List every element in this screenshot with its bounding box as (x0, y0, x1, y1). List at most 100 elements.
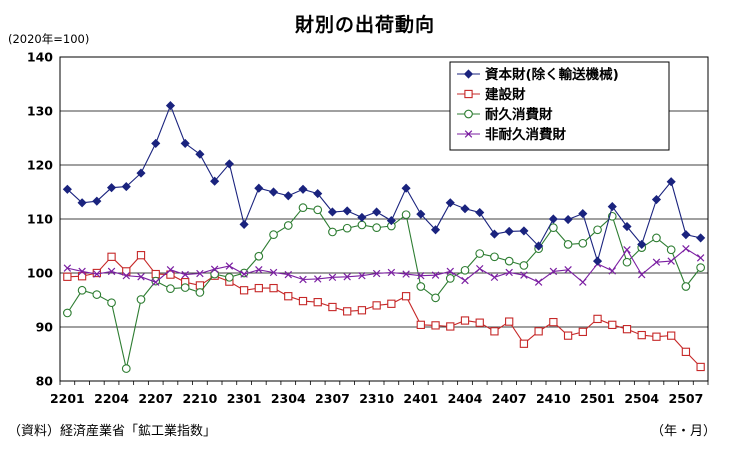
data-point (519, 226, 529, 236)
data-point (387, 268, 396, 277)
data-point (460, 265, 470, 275)
data-point (328, 273, 337, 282)
data-point (327, 207, 338, 217)
legend-item: 資本財(除く輸送機械) (457, 66, 619, 83)
data-point (681, 282, 691, 291)
x-tick-label: 2501 (580, 391, 615, 406)
data-point (430, 225, 441, 235)
data-point (446, 322, 455, 331)
data-point (666, 245, 676, 255)
y-tick-label: 130 (27, 104, 53, 119)
legend-marker (464, 130, 473, 138)
data-point (401, 292, 411, 301)
data-point (417, 271, 425, 280)
data-point (372, 301, 381, 310)
data-point (180, 138, 190, 148)
data-point (357, 306, 367, 315)
data-point (416, 282, 426, 291)
data-point (152, 278, 160, 286)
data-point (401, 183, 411, 193)
data-point (62, 184, 72, 194)
y-axis: 80 90 100 110 120 130 140 (27, 50, 53, 389)
data-point (165, 101, 176, 111)
x-tick-label: 2207 (138, 391, 173, 406)
data-point (681, 230, 691, 240)
data-point (63, 308, 72, 318)
data-point (224, 159, 234, 169)
data-point (505, 317, 514, 326)
data-point (166, 266, 175, 274)
data-point (386, 216, 396, 226)
y-tick-label: 90 (36, 320, 54, 335)
data-point (299, 275, 307, 284)
data-point (431, 271, 440, 279)
data-point (608, 267, 616, 275)
chart-title: 財別の出荷動向 (294, 14, 435, 36)
data-point (563, 331, 573, 340)
data-point (549, 267, 558, 276)
x-tick-label: 2307 (315, 391, 350, 406)
data-point (195, 288, 205, 297)
data-point (254, 183, 264, 193)
data-point (461, 276, 469, 285)
data-point (667, 257, 675, 265)
data-point (328, 227, 337, 237)
data-point (225, 262, 234, 270)
data-point (607, 202, 617, 212)
data-point (239, 219, 249, 229)
data-point (431, 321, 440, 330)
data-point (357, 212, 367, 222)
data-point (77, 285, 87, 295)
data-point (254, 283, 263, 293)
data-point (166, 284, 175, 294)
data-point (519, 339, 529, 348)
x-tick-label: 2504 (624, 391, 659, 406)
data-point (269, 268, 278, 277)
data-point (298, 296, 308, 306)
data-point (490, 273, 499, 282)
data-point (269, 283, 278, 293)
data-point (254, 251, 264, 261)
series-group (62, 101, 706, 373)
data-point (210, 269, 219, 279)
data-point (136, 295, 146, 304)
data-point (255, 266, 263, 274)
y-tick-label: 140 (27, 50, 53, 65)
data-point (622, 325, 632, 334)
data-point (63, 264, 72, 272)
y-tick-label: 100 (27, 266, 53, 281)
data-point (608, 320, 617, 329)
data-point (696, 263, 705, 272)
data-point (284, 270, 292, 279)
x-unit-label: （年・月） (650, 424, 716, 439)
y-tick-label: 80 (36, 374, 54, 389)
x-tick-label: 2204 (94, 391, 129, 406)
legend-label: 耐久消費財 (485, 106, 553, 123)
series-3 (63, 203, 705, 373)
data-point (505, 268, 513, 277)
data-point (520, 271, 528, 279)
data-point (652, 258, 661, 266)
data-point (93, 270, 101, 278)
data-point (136, 168, 146, 178)
data-point (313, 298, 322, 307)
data-point (681, 347, 691, 356)
data-point (342, 223, 352, 233)
data-point (622, 257, 632, 267)
data-point (431, 293, 440, 303)
data-point (563, 214, 573, 225)
data-point (445, 274, 455, 283)
y-tick-label: 120 (27, 158, 53, 173)
data-point (696, 254, 705, 262)
data-point (593, 225, 602, 235)
data-point (313, 205, 323, 215)
data-point (549, 317, 558, 327)
data-point (402, 270, 410, 278)
x-tick-label: 2407 (492, 391, 527, 406)
data-point (151, 138, 161, 148)
data-point (696, 362, 705, 372)
data-point (343, 307, 352, 316)
data-point (401, 210, 411, 220)
data-point (298, 184, 308, 194)
data-point (298, 203, 308, 213)
